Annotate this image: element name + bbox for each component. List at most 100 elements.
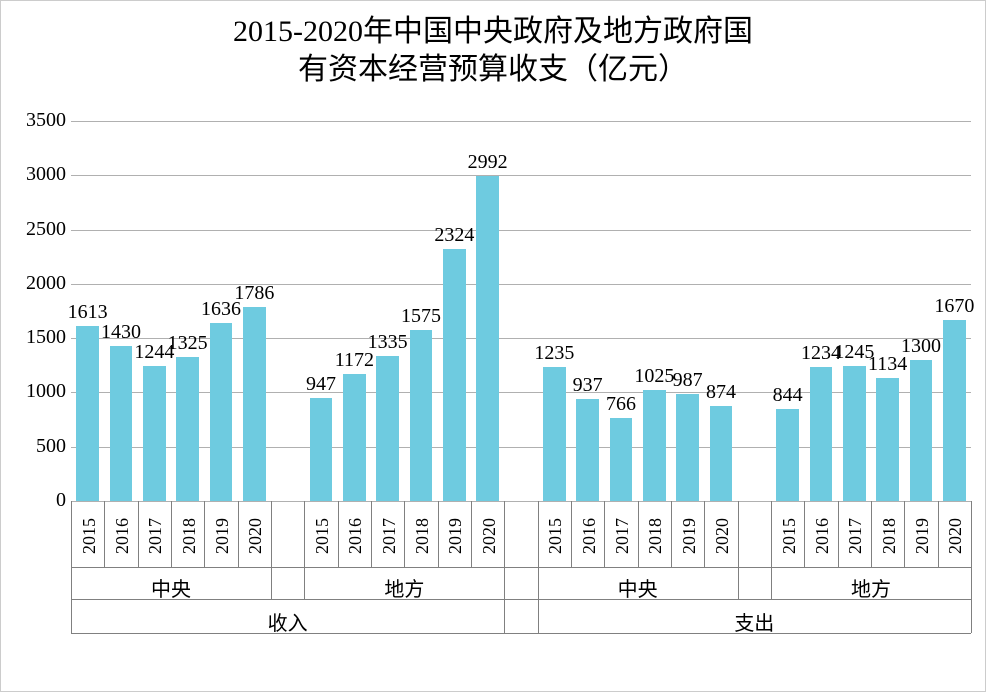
ytick-label: 1500 [11,326,66,349]
bar-value-label: 2324 [424,224,484,247]
bar [310,398,333,501]
ytick-label: 0 [11,489,66,512]
axis-tick [504,599,505,633]
bar [476,176,499,501]
xtick-year: 2019 [212,507,233,565]
bar [810,367,833,501]
axis-tick [238,501,239,567]
xtick-year: 2020 [712,507,733,565]
bar-value-label: 1335 [358,331,418,354]
axis-tick [738,501,739,567]
xtick-year: 2019 [912,507,933,565]
bar [143,366,166,501]
axis-tick [504,501,505,567]
bar-value-label: 1235 [524,342,584,365]
bar [443,249,466,501]
plot-area: 0500100015002000250030003500161314301244… [71,121,971,501]
xtick-year: 2017 [145,507,166,565]
chart-title-line1: 2015-2020年中国中央政府及地方政府国 [233,15,753,48]
axis-tick [604,501,605,567]
bar [910,360,933,501]
xtick-year: 2018 [645,507,666,565]
ytick-label: 2500 [11,218,66,241]
gridline [71,121,971,122]
bar-value-label: 766 [591,393,651,416]
axis-tick [538,501,539,567]
xtick-year: 2016 [812,507,833,565]
xtick-year: 2018 [179,507,200,565]
ytick-label: 3500 [11,109,66,132]
bar [710,406,733,501]
bar-value-label: 947 [291,373,351,396]
axis-tick [971,501,972,567]
axis-line [71,567,971,568]
xtick-year: 2019 [445,507,466,565]
bar-value-label: 1670 [924,295,984,318]
bar [243,307,266,501]
axis-tick [138,501,139,567]
axis-tick [971,599,972,633]
xtick-year: 2020 [245,507,266,565]
bar [210,323,233,501]
bar [643,390,666,501]
axis-tick [438,501,439,567]
xtick-year: 2020 [945,507,966,565]
bar [343,374,366,501]
group-label: 地方 [771,573,971,602]
bar-value-label: 2992 [458,151,518,174]
bar-value-label: 1325 [158,332,218,355]
axis-tick [738,567,739,599]
group-label: 地方 [304,573,504,602]
bar [76,326,99,501]
axis-tick [671,501,672,567]
ytick-label: 1000 [11,380,66,403]
bar-value-label: 1300 [891,335,951,358]
chart-title-line2: 有资本经营预算收支（亿元） [298,53,688,86]
supergroup-label: 支出 [538,607,971,636]
bar-value-label: 844 [758,384,818,407]
group-label: 中央 [538,573,738,602]
xtick-year: 2015 [545,507,566,565]
chart-container: 2015-2020年中国中央政府及地方政府国 有资本经营预算收支（亿元） 050… [0,0,986,692]
bar [943,320,966,501]
axis-tick [304,501,305,567]
axis-tick [638,501,639,567]
xtick-year: 2016 [112,507,133,565]
axis-tick [938,501,939,567]
xtick-year: 2017 [379,507,400,565]
ytick-label: 2000 [11,272,66,295]
ytick-label: 3000 [11,163,66,186]
bar [776,409,799,501]
bar [176,357,199,501]
bar [843,366,866,501]
axis-tick [804,501,805,567]
xtick-year: 2018 [879,507,900,565]
xtick-year: 2015 [779,507,800,565]
axis-tick [404,501,405,567]
xtick-year: 2017 [845,507,866,565]
axis-tick [271,567,272,599]
axis-tick [904,501,905,567]
ytick-label: 500 [11,435,66,458]
gridline [71,284,971,285]
axis-tick [171,501,172,567]
axis-tick [771,501,772,567]
chart-title: 2015-2020年中国中央政府及地方政府国 有资本经营预算收支（亿元） [1,13,985,88]
xtick-year: 2019 [679,507,700,565]
xtick-year: 2015 [79,507,100,565]
axis-tick [504,567,505,599]
bar-value-label: 1575 [391,305,451,328]
xtick-year: 2020 [479,507,500,565]
gridline [71,392,971,393]
axis-tick [338,501,339,567]
xtick-year: 2016 [579,507,600,565]
bar [110,346,133,501]
bar [410,330,433,501]
group-label: 中央 [71,573,271,602]
xtick-year: 2016 [345,507,366,565]
axis-tick [104,501,105,567]
xtick-year: 2018 [412,507,433,565]
gridline [71,230,971,231]
axis-tick [271,501,272,567]
axis-tick [371,501,372,567]
